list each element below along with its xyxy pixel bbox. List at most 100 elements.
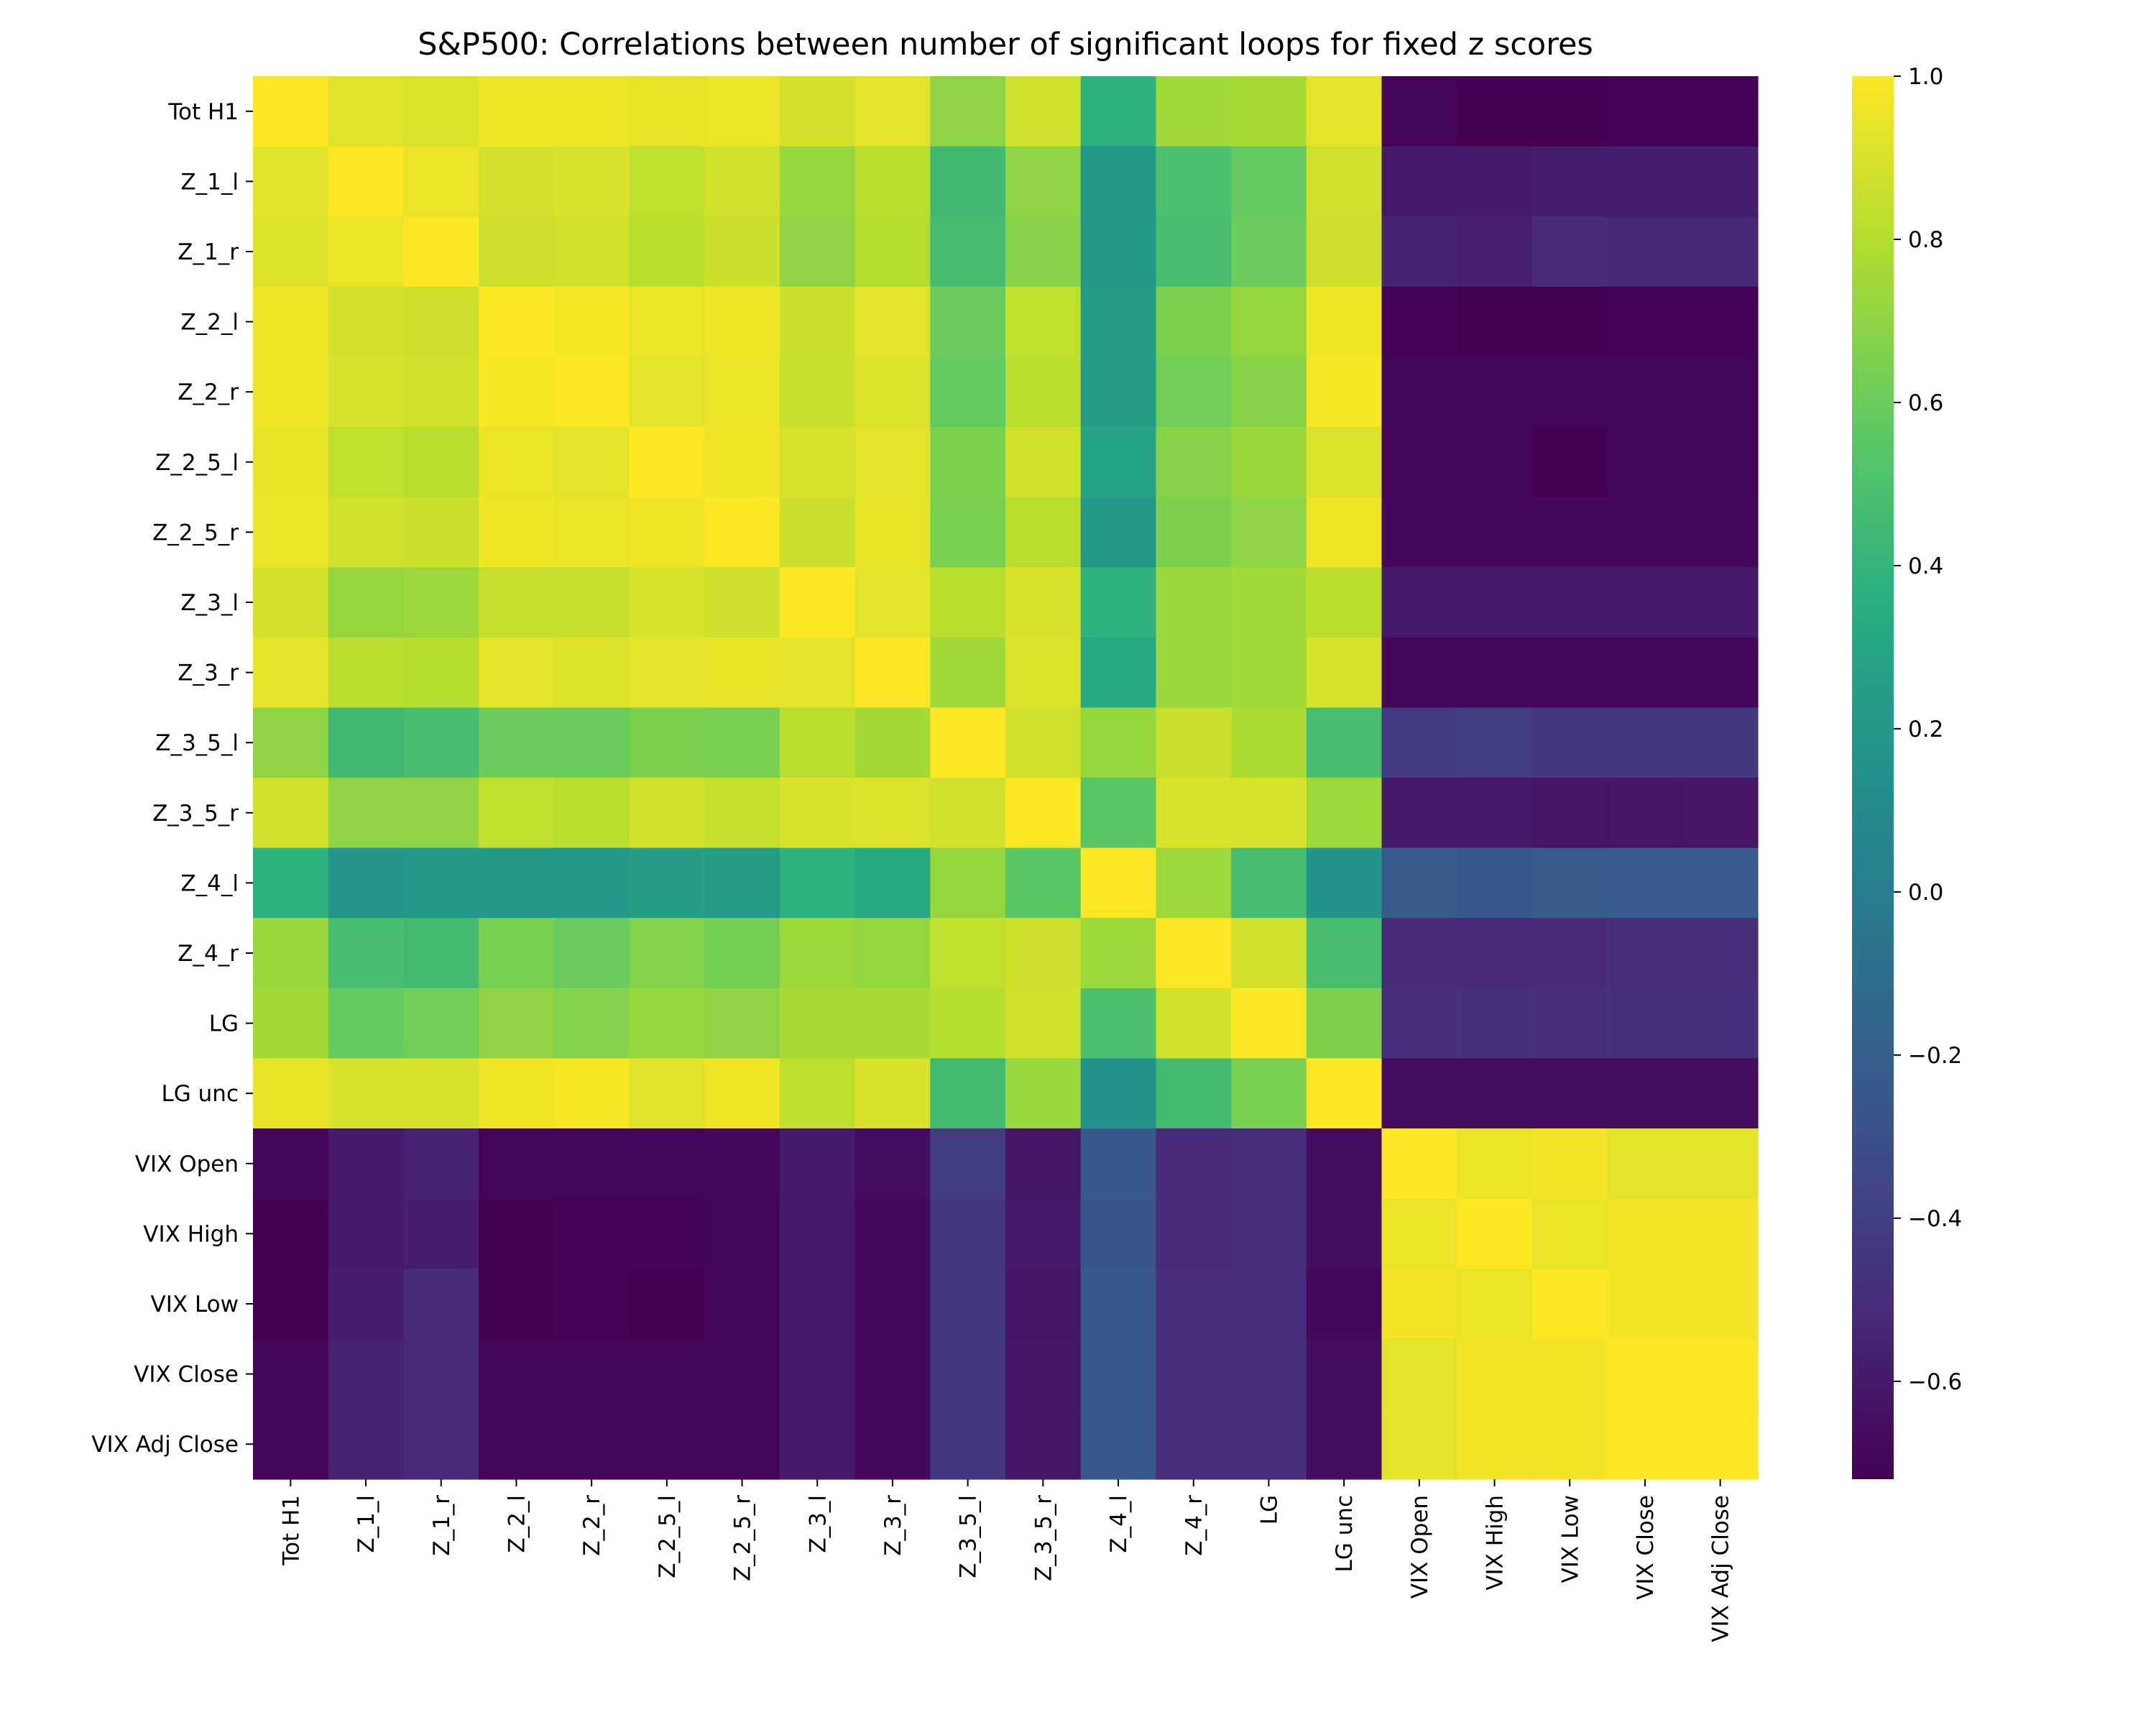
heatmap-cell: [1682, 1198, 1759, 1269]
heatmap-cell: [1005, 918, 1082, 989]
heatmap-cell: [1682, 1058, 1759, 1129]
heatmap-cell: [253, 778, 329, 849]
heatmap-cell: [479, 146, 555, 217]
heatmap-cell: [403, 427, 479, 498]
heatmap-cell: [854, 1058, 931, 1129]
heatmap-cell: [1381, 286, 1457, 357]
heatmap-cell: [1531, 286, 1608, 357]
heatmap-cell: [328, 1409, 404, 1480]
heatmap-cell: [1607, 988, 1683, 1059]
heatmap-cell: [1682, 356, 1759, 428]
heatmap-cell: [403, 637, 479, 708]
heatmap-cell: [1531, 1198, 1608, 1269]
heatmap-cell: [629, 567, 705, 638]
heatmap-cell: [328, 988, 404, 1059]
heatmap-cell: [1005, 707, 1082, 778]
heatmap-cell: [779, 567, 856, 638]
heatmap-cell: [1607, 427, 1683, 498]
heatmap-cell: [1607, 567, 1683, 638]
heatmap-cell: [1381, 1198, 1457, 1269]
heatmap-cell: [1156, 847, 1232, 919]
heatmap-cell: [779, 146, 856, 217]
heatmap-cell: [704, 286, 780, 357]
chart-title: S&P500: Correlations between number of s…: [418, 27, 1593, 63]
heatmap-cell: [629, 988, 705, 1059]
heatmap-cell: [479, 1198, 555, 1269]
heatmap-cell: [854, 1338, 931, 1409]
heatmap-cell: [704, 988, 780, 1059]
heatmap-cell: [553, 1269, 630, 1340]
heatmap-cell: [1531, 1269, 1608, 1340]
heatmap-cell: [930, 427, 1006, 498]
heatmap-cell: [1005, 1198, 1082, 1269]
heatmap-cell: [704, 567, 780, 638]
heatmap-cell: [1682, 427, 1759, 498]
colorbar-tick-label: 0.6: [1908, 390, 1943, 416]
heatmap-cell: [1231, 216, 1307, 288]
heatmap-cell: [1682, 918, 1759, 989]
heatmap-cell: [1531, 146, 1608, 217]
heatmap-cell: [629, 1128, 705, 1200]
heatmap-cell: [1457, 1409, 1533, 1480]
heatmap-cell: [1306, 497, 1383, 568]
heatmap-cell: [854, 778, 931, 849]
heatmap-cell: [1231, 1058, 1307, 1129]
heatmap-cell: [930, 1198, 1006, 1269]
heatmap-cell: [704, 847, 780, 919]
y-tick-label: Z_3_5_r: [152, 801, 239, 827]
heatmap-cell: [930, 1338, 1006, 1409]
heatmap-cell: [1607, 356, 1683, 428]
heatmap-cell: [1457, 427, 1533, 498]
heatmap-cell: [1080, 988, 1156, 1059]
heatmap-cell: [1531, 918, 1608, 989]
heatmap-cell: [403, 1269, 479, 1340]
heatmap-cell: [779, 778, 856, 849]
heatmap-cell: [629, 356, 705, 428]
heatmap-cell: [1005, 1409, 1082, 1480]
heatmap-cell: [1080, 1269, 1156, 1340]
colorbar-tick-label: −0.2: [1908, 1043, 1962, 1069]
heatmap-cell: [1231, 1198, 1307, 1269]
x-tick-label: Z_4_r: [1181, 1495, 1207, 1556]
heatmap-cell: [1381, 988, 1457, 1059]
heatmap-cell: [704, 216, 780, 288]
heatmap-cell: [1682, 707, 1759, 778]
heatmap-cell: [328, 637, 404, 708]
heatmap-cell: [1231, 567, 1307, 638]
heatmap-cell: [1682, 497, 1759, 568]
heatmap-cell: [1531, 778, 1608, 849]
heatmap-cell: [1531, 1409, 1608, 1480]
heatmap-cell: [1080, 778, 1156, 849]
heatmap-cell: [1457, 988, 1533, 1059]
heatmap-cell: [1005, 847, 1082, 919]
heatmap-cell: [1080, 497, 1156, 568]
heatmap-cell: [1607, 1409, 1683, 1480]
heatmap-cell: [1531, 637, 1608, 708]
x-tick-label: Z_3_5_l: [956, 1495, 982, 1578]
heatmap-cell: [1306, 988, 1383, 1059]
heatmap-cell: [479, 1338, 555, 1409]
heatmap-cell: [704, 1409, 780, 1480]
y-tick-label: Z_3_5_l: [155, 730, 239, 756]
heatmap-cell: [1231, 988, 1307, 1059]
heatmap-cell: [854, 707, 931, 778]
heatmap-cell: [1381, 778, 1457, 849]
heatmap-cell: [1457, 76, 1533, 147]
heatmap-cell: [403, 1198, 479, 1269]
heatmap-cell: [253, 707, 329, 778]
heatmap-cell: [1457, 497, 1533, 568]
heatmap-cell: [253, 918, 329, 989]
heatmap-cell: [479, 707, 555, 778]
heatmap-cell: [403, 216, 479, 288]
heatmap-cell: [930, 637, 1006, 708]
heatmap-cell: [1306, 1338, 1383, 1409]
heatmap-cell: [1381, 1409, 1457, 1480]
heatmap-cell: [553, 918, 630, 989]
heatmap-cell: [479, 216, 555, 288]
heatmap-cell: [1231, 918, 1307, 989]
heatmap-cell: [1531, 1128, 1608, 1200]
heatmap-cell: [553, 216, 630, 288]
y-tick-label: LG unc: [162, 1081, 239, 1107]
heatmap-cell: [854, 427, 931, 498]
y-tick-label: VIX High: [143, 1221, 239, 1247]
